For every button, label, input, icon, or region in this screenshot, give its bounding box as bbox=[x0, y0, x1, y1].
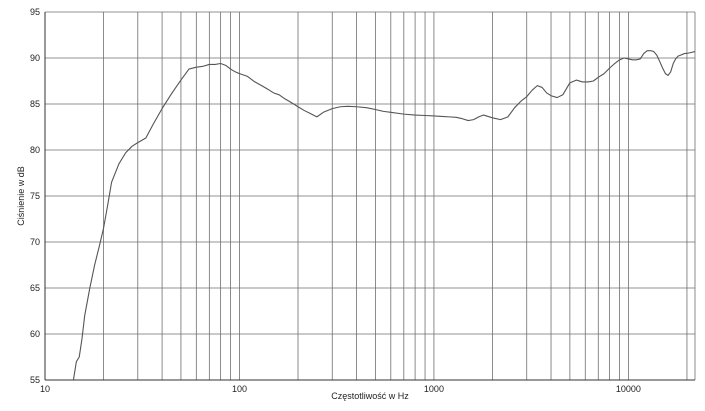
x-tick-label: 1000 bbox=[424, 384, 444, 394]
y-tick-label: 55 bbox=[30, 375, 40, 385]
y-tick-label: 80 bbox=[30, 145, 40, 155]
x-tick-label: 10000 bbox=[616, 384, 641, 394]
x-axis-label: Częstotliwość w Hz bbox=[331, 391, 409, 401]
y-tick-label: 75 bbox=[30, 191, 40, 201]
y-tick-label: 85 bbox=[30, 99, 40, 109]
grid bbox=[44, 11, 696, 381]
y-tick-label: 60 bbox=[30, 329, 40, 339]
x-tick-label: 10 bbox=[40, 384, 50, 394]
response-curve-line bbox=[72, 50, 696, 381]
series-layer bbox=[72, 50, 696, 381]
y-axis-label: Ciśnienie w dB bbox=[16, 166, 26, 226]
y-tick-label: 70 bbox=[30, 237, 40, 247]
y-tick-label: 90 bbox=[30, 53, 40, 63]
x-tick-label: 100 bbox=[232, 384, 247, 394]
y-tick-label: 65 bbox=[30, 283, 40, 293]
tick-labels: 55 60 65 70 75 80 85 90 95 10 100 1000 10000 bbox=[30, 7, 641, 394]
y-tick-label: 95 bbox=[30, 7, 40, 17]
